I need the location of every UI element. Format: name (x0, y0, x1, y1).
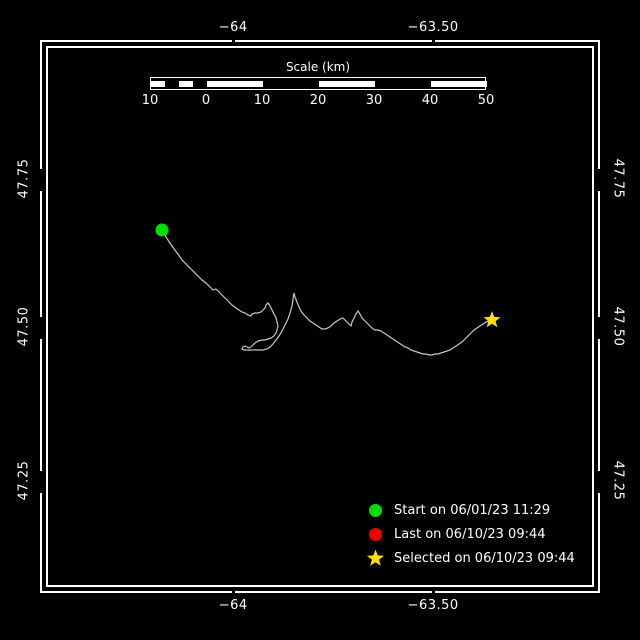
y-axis-right-tick (597, 168, 600, 191)
y-axis-right-tick (597, 471, 600, 494)
green-circle-icon (368, 503, 382, 517)
scale-bar-segment (179, 81, 193, 87)
legend-item-label: Selected on 06/10/23 09:44 (394, 550, 575, 566)
red-circle-icon (368, 527, 382, 541)
plot-frame-outer (40, 40, 600, 593)
red-circle-icon (362, 527, 388, 541)
track-plot-area (48, 48, 592, 585)
legend-item[interactable]: Start on 06/01/23 11:29 (362, 498, 575, 522)
scale-bar-segment (431, 81, 487, 87)
scale-bar-segment (319, 81, 375, 87)
scale-bar-tick-label: 40 (421, 93, 439, 108)
scale-bar-tick-label: 10 (141, 93, 159, 108)
scale-bar-tick-label: 10 (253, 93, 271, 108)
scale-bar-segment (151, 81, 165, 87)
yellow-star-icon (362, 549, 388, 568)
scale-bar-segment (207, 81, 263, 87)
x-axis-bottom-tick (432, 590, 436, 593)
legend-item[interactable]: Last on 06/10/23 09:44 (362, 522, 575, 546)
x-axis-bottom-tick-label: −64 (218, 598, 248, 613)
y-axis-right-tick-label: 47.25 (610, 461, 626, 501)
x-axis-bottom-tick (232, 590, 236, 593)
y-axis-left-tick-label: 47.50 (16, 306, 32, 346)
scale-bar-title: Scale (km) (285, 60, 351, 74)
x-axis-bottom-tick-label: −63.50 (407, 598, 459, 613)
plot-frame-inner (46, 46, 594, 587)
scale-bar-graphic (150, 77, 487, 90)
y-axis-left-tick (40, 168, 43, 191)
x-axis-top-tick (432, 40, 436, 43)
legend-item[interactable]: Selected on 06/10/23 09:44 (362, 546, 575, 570)
legend-item-label: Start on 06/01/23 11:29 (394, 502, 551, 518)
y-axis-right-tick-label: 47.75 (610, 158, 626, 199)
start-marker-icon[interactable] (155, 223, 169, 237)
legend-item-label: Last on 06/10/23 09:44 (394, 526, 546, 542)
scale-bar-tick-label: 50 (477, 93, 495, 108)
scale-bar-tick-label: 20 (309, 93, 327, 108)
y-axis-left-tick (40, 316, 43, 339)
y-axis-left-tick-label: 47.25 (16, 461, 32, 501)
scale-bar-tick-labels: 10 0 10 20 30 40 50 (142, 93, 495, 111)
scale-bar-widget: Scale (km) 10 0 10 20 30 40 50 (142, 60, 495, 111)
selected-star-marker-icon[interactable] (483, 311, 501, 328)
y-axis-right-tick-label: 47.50 (610, 306, 626, 346)
yellow-star-icon (366, 549, 384, 566)
scale-bar-tick-label: 30 (365, 93, 383, 108)
scale-bar-tick-label: 0 (201, 93, 211, 108)
x-axis-top-tick-label: −63.50 (407, 20, 459, 35)
y-axis-right-tick (597, 316, 600, 339)
vessel-track-polyline (155, 223, 501, 356)
y-axis-left-tick-label: 47.75 (16, 158, 32, 199)
x-axis-top-tick-label: −64 (218, 20, 248, 35)
map-legend: Start on 06/01/23 11:29 Last on 06/10/23 … (362, 498, 575, 570)
y-axis-left-tick (40, 471, 43, 494)
x-axis-top-tick (232, 40, 236, 43)
green-circle-icon (362, 503, 388, 517)
